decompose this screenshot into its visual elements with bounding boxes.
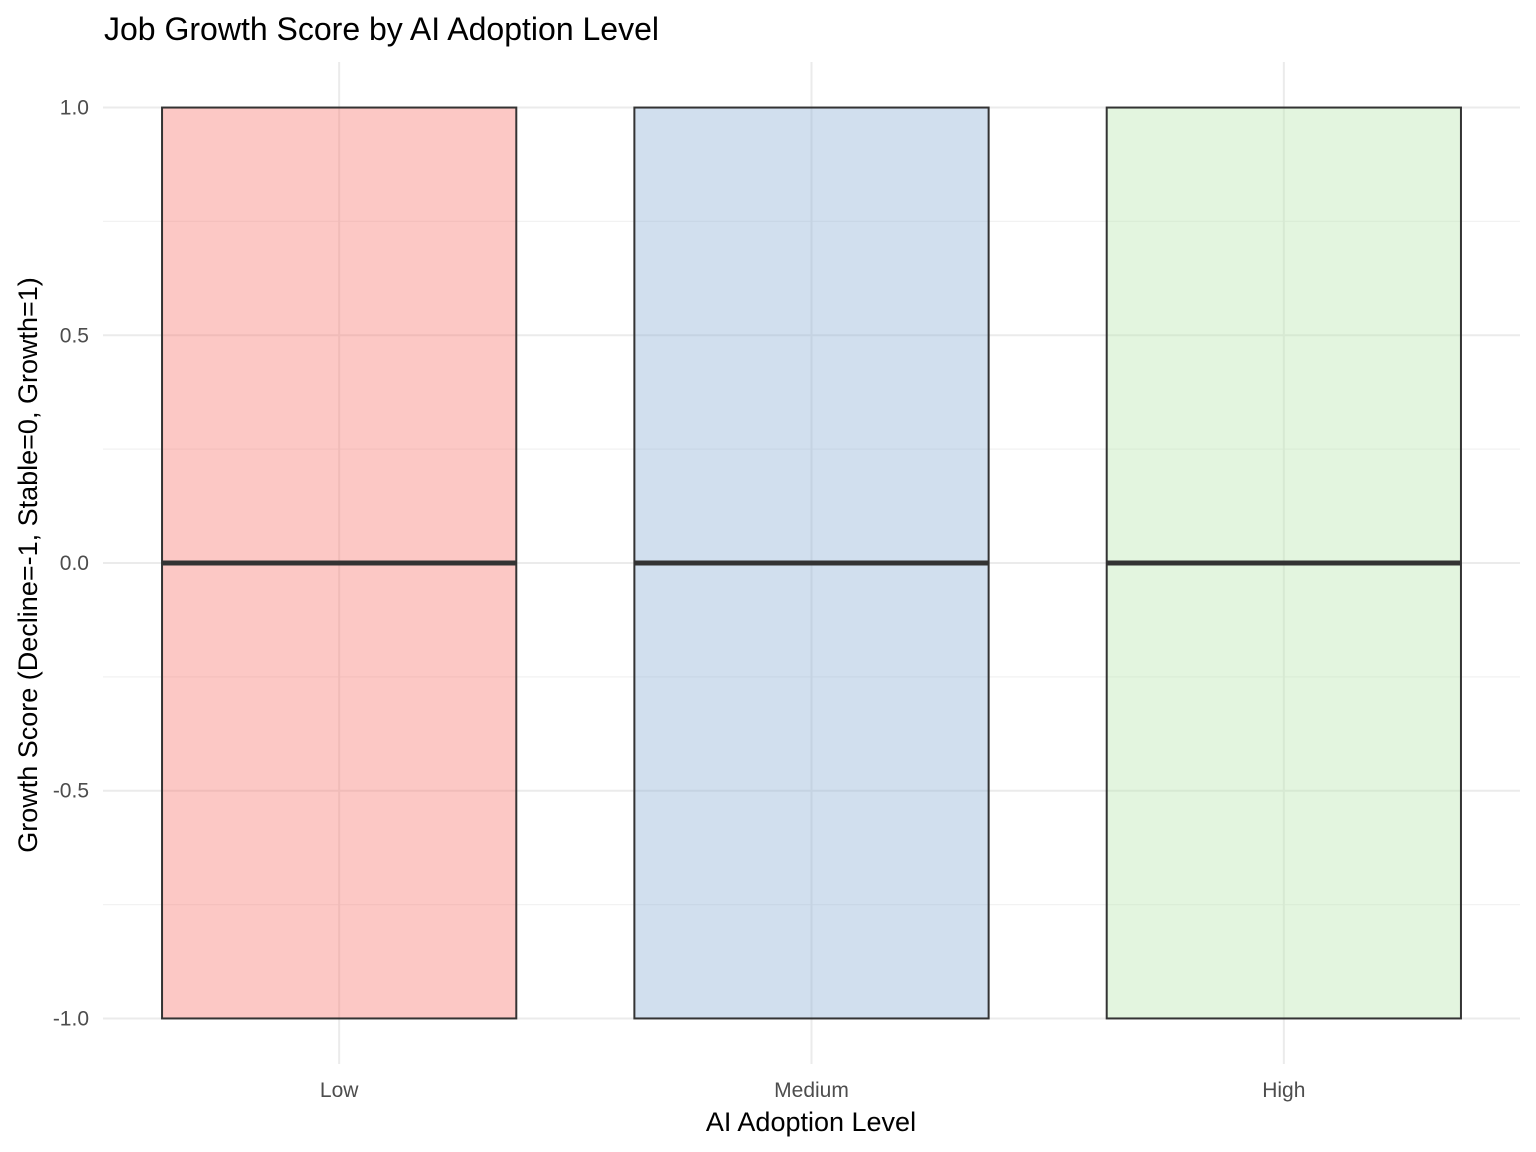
- y-tick-label: 1.0: [60, 97, 89, 120]
- x-tick-label-low: Low: [320, 1079, 359, 1102]
- y-tick-label: -0.5: [53, 780, 89, 803]
- x-axis-title: AI Adoption Level: [706, 1107, 916, 1137]
- tick-label-layer: -1.0 -0.5 0.0 0.5 1.0 Low Medium High: [53, 97, 1306, 1102]
- y-axis-title: Growth Score (Decline=-1, Stable=0, Grow…: [13, 277, 43, 853]
- box-layer: [161, 106, 1462, 1020]
- x-tick-label-medium: Medium: [774, 1079, 849, 1102]
- y-tick-label: 0.5: [60, 324, 89, 347]
- y-tick-label: 0.0: [60, 552, 89, 575]
- chart-title: Job Growth Score by AI Adoption Level: [104, 11, 659, 47]
- x-tick-label-high: High: [1262, 1079, 1305, 1102]
- y-tick-label: -1.0: [53, 1007, 89, 1030]
